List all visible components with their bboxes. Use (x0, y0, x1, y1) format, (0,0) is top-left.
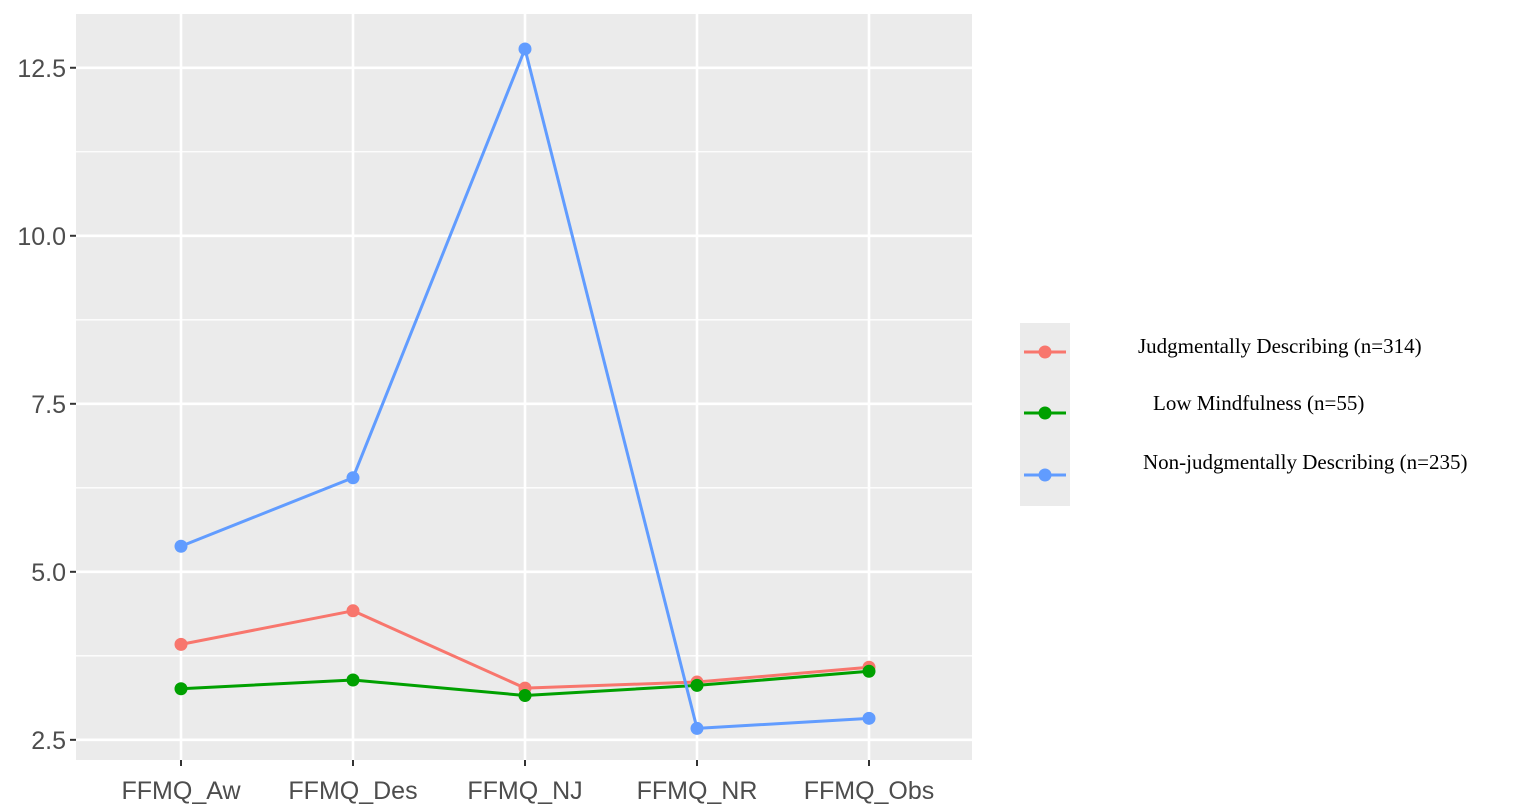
series-layer (174, 42, 876, 735)
data-point (862, 664, 876, 678)
x-tick-label: FFMQ_Des (288, 777, 417, 805)
legend-key-point (1038, 406, 1052, 420)
series-3 (174, 42, 876, 735)
data-point (346, 471, 360, 485)
data-point (174, 539, 188, 553)
data-point (174, 682, 188, 696)
legend-label-low-mindfulness: Low Mindfulness (n=55) (1153, 391, 1364, 415)
x-tick-label: FFMQ_Aw (122, 777, 242, 805)
data-point (690, 721, 704, 735)
x-tick-label: FFMQ_Obs (804, 777, 935, 805)
data-point (346, 604, 360, 618)
y-tick-label: 2.5 (31, 727, 66, 755)
data-point (518, 688, 532, 702)
data-point (518, 42, 532, 56)
legend-label-judgmental: Judgmentally Describing (n=314) (1138, 334, 1422, 358)
y-tick-label: 10.0 (17, 223, 66, 251)
data-point (346, 673, 360, 687)
y-axis: 2.5 5.0 7.5 10.0 12.5 (17, 55, 76, 755)
y-tick-label: 5.0 (31, 559, 66, 587)
major-gridlines (76, 14, 972, 760)
data-point (862, 711, 876, 725)
data-point (174, 637, 188, 651)
legend-label-non-judgmental: Non-judgmentally Describing (n=235) (1143, 450, 1467, 474)
legend: Judgmentally Describing (n=314) Low Mind… (1020, 323, 1467, 506)
y-tick-label: 7.5 (31, 391, 66, 419)
x-axis: FFMQ_Aw FFMQ_Des FFMQ_NJ FFMQ_NR FFMQ_Obs (122, 760, 935, 805)
series-2 (174, 664, 876, 702)
data-point (690, 678, 704, 692)
legend-key-point (1038, 468, 1052, 482)
legend-keys (1024, 345, 1066, 482)
legend-key-point (1038, 345, 1052, 359)
x-tick-label: FFMQ_NJ (467, 777, 582, 805)
x-tick-label: FFMQ_NR (637, 777, 758, 805)
y-tick-label: 12.5 (17, 55, 66, 83)
